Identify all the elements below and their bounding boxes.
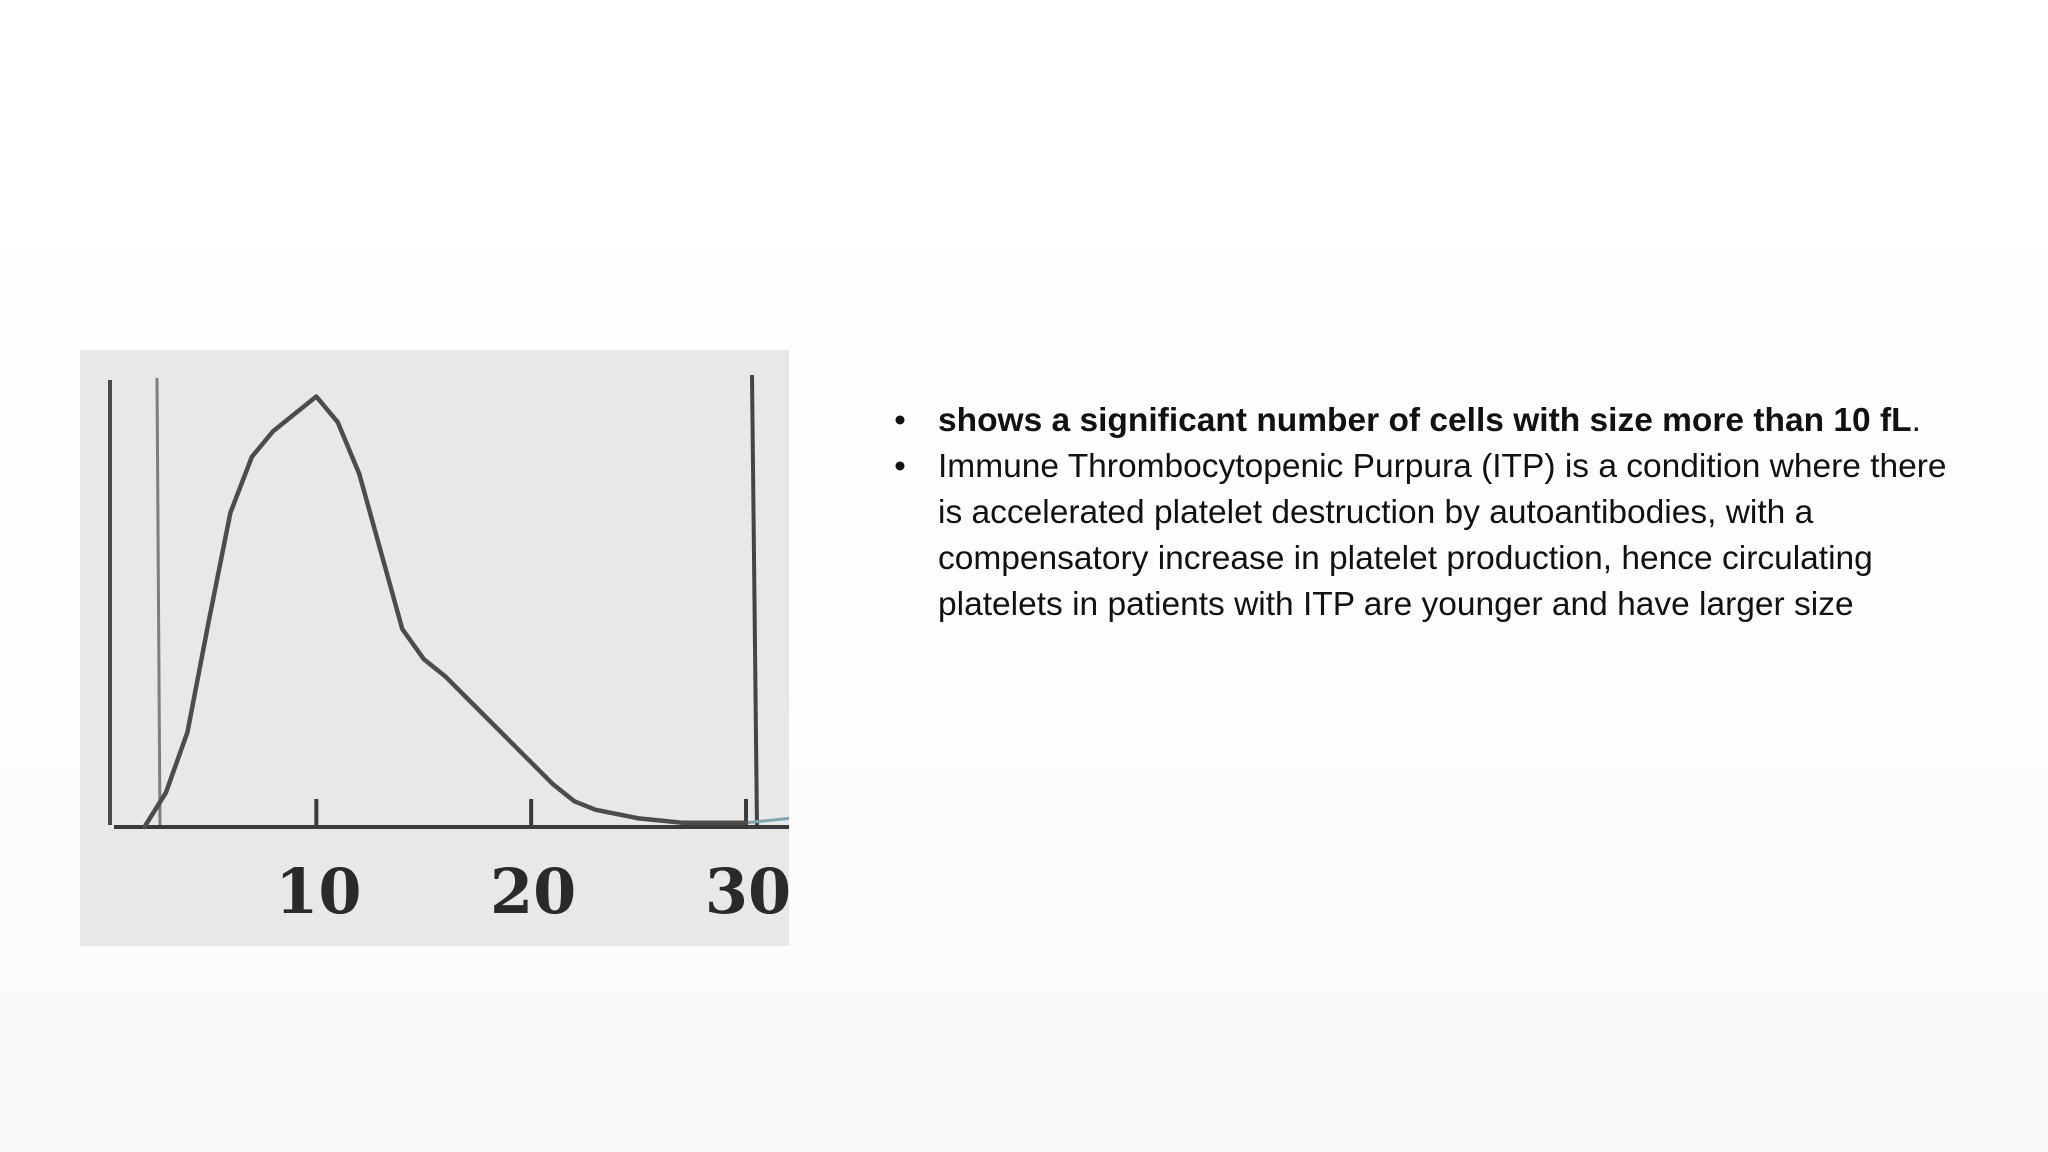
x-axis-tick-label: 20	[490, 855, 576, 928]
curve-point	[680, 821, 684, 825]
curve-point	[615, 812, 619, 816]
x-axis-tick-label: 10	[275, 855, 361, 928]
curve-point	[658, 819, 662, 823]
lower-threshold-line	[155, 377, 162, 829]
curve-point	[185, 730, 189, 734]
x-axis-tick-label: 30	[705, 855, 789, 928]
bullet-marker: •	[894, 448, 906, 485]
curve-point	[293, 412, 297, 416]
curve-point	[142, 825, 146, 829]
bullet-item-itp-description: • Immune Thrombocytopenic Purpura (ITP) …	[890, 444, 1970, 628]
curve-point	[228, 511, 232, 515]
curve-point	[508, 739, 512, 743]
curve-point	[314, 395, 318, 399]
bullet-bold-text: shows a significant number of cells with…	[938, 402, 1912, 439]
bullet-text-block: • shows a significant number of cells wi…	[890, 398, 1970, 628]
curve-point	[572, 799, 576, 803]
curve-point	[744, 821, 748, 825]
bullet-text: .	[1911, 402, 1921, 439]
distribution-curve	[142, 394, 749, 830]
curve-point	[379, 549, 383, 553]
curve-point	[637, 816, 641, 820]
histogram-figure: 10 20 30	[80, 350, 789, 946]
curve-point	[551, 782, 555, 786]
curve-point	[465, 696, 469, 700]
curve-point	[701, 821, 705, 825]
bullet-item-large-cells: • shows a significant number of cells wi…	[890, 398, 1970, 444]
curve-point	[164, 791, 168, 795]
upper-threshold-line	[750, 374, 759, 829]
curve-points	[142, 395, 748, 829]
curve-point	[271, 429, 275, 433]
curve-point	[400, 627, 404, 631]
histogram-chart: 10 20 30	[108, 374, 789, 928]
curve-point	[336, 420, 340, 424]
curve-point	[443, 674, 447, 678]
curve-point	[422, 657, 426, 661]
bullet-text: Immune Thrombocytopenic Purpura (ITP) is…	[938, 448, 1947, 623]
curve-point	[723, 821, 727, 825]
curve-point	[207, 618, 211, 622]
curve-point	[594, 808, 598, 812]
x-axis-tick-labels: 10 20 30	[275, 855, 789, 928]
curve-point	[357, 472, 361, 476]
curve-point	[250, 455, 254, 459]
bullet-list: • shows a significant number of cells wi…	[890, 398, 1970, 628]
bullet-marker: •	[894, 402, 906, 439]
curve-point	[486, 717, 490, 721]
curve-point	[529, 760, 533, 764]
